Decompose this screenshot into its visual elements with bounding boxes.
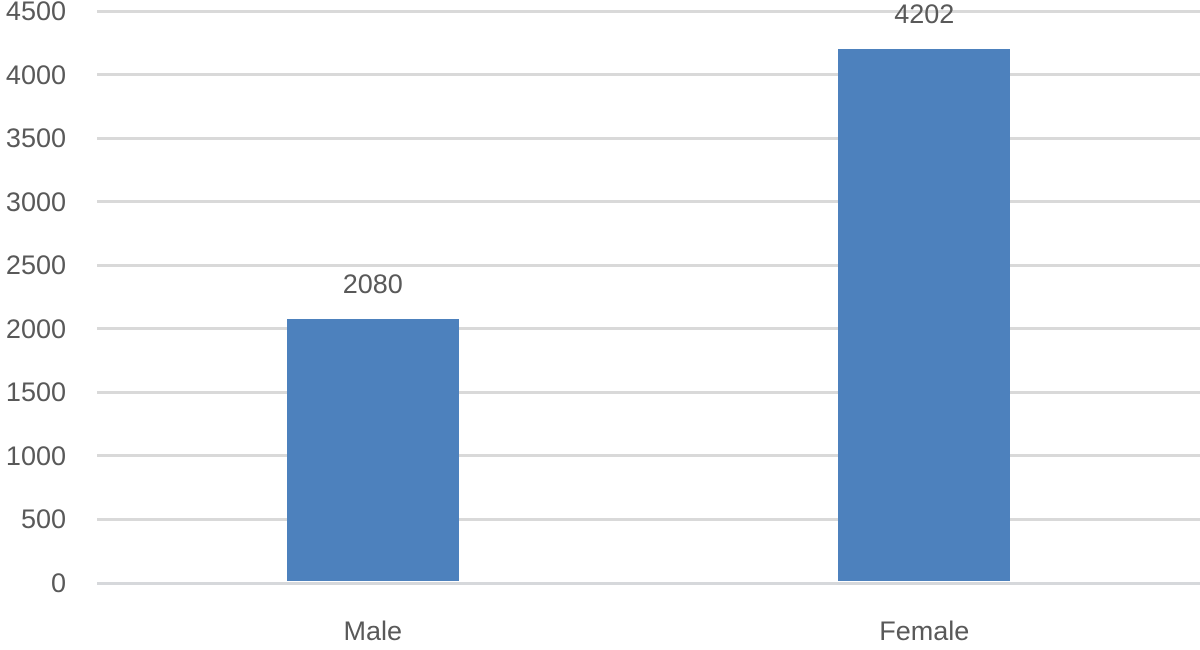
y-tick-label: 500 bbox=[20, 504, 66, 535]
gridline bbox=[97, 327, 1200, 331]
y-tick-label: 1500 bbox=[5, 377, 66, 408]
y-tick-label: 4500 bbox=[5, 0, 66, 26]
y-tick-label: 2500 bbox=[5, 250, 66, 281]
gridline bbox=[97, 517, 1200, 521]
bar-value-label: 4202 bbox=[894, 0, 955, 29]
gridline bbox=[97, 390, 1200, 394]
gridline bbox=[97, 73, 1200, 77]
bar-male bbox=[286, 318, 459, 582]
gridline bbox=[97, 200, 1200, 204]
gridline bbox=[97, 9, 1200, 13]
x-category-label: Male bbox=[343, 616, 403, 646]
x-axis-line bbox=[97, 581, 1200, 585]
y-tick-label: 4000 bbox=[5, 59, 66, 90]
gridline bbox=[97, 263, 1200, 267]
gridline bbox=[97, 454, 1200, 458]
bar-value-label: 2080 bbox=[342, 268, 403, 299]
y-tick-label: 2000 bbox=[5, 313, 66, 344]
y-tick-label: 3500 bbox=[5, 123, 66, 154]
bar-female bbox=[838, 48, 1011, 582]
y-tick-label: 3000 bbox=[5, 186, 66, 217]
gridline bbox=[97, 136, 1200, 140]
y-tick-label: 1000 bbox=[5, 440, 66, 471]
y-tick-label: 0 bbox=[50, 568, 66, 598]
x-category-label: Female bbox=[879, 616, 970, 646]
